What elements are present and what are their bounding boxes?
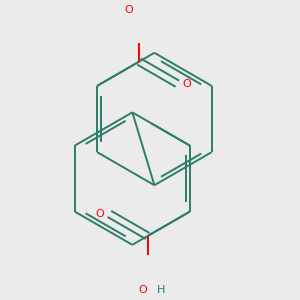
Text: O: O bbox=[139, 284, 148, 295]
Text: H: H bbox=[157, 284, 165, 295]
Text: O: O bbox=[125, 5, 134, 15]
Text: O: O bbox=[183, 79, 192, 89]
Text: O: O bbox=[95, 209, 104, 219]
